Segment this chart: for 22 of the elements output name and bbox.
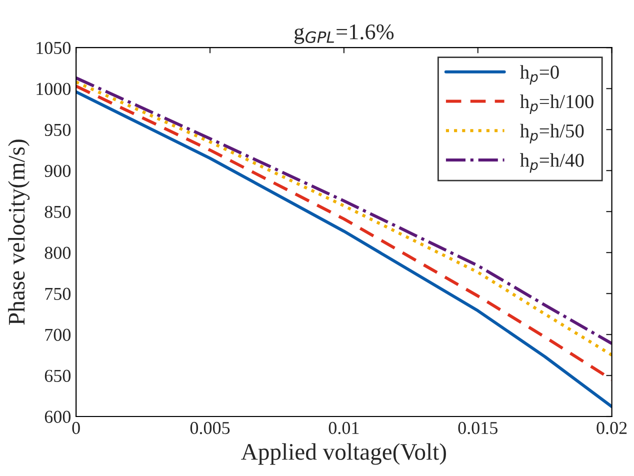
y-tick-label: 800 bbox=[44, 246, 71, 259]
x-tick-label: 0.015 bbox=[458, 422, 498, 434]
y-tick-label: 850 bbox=[44, 206, 71, 218]
y-tick-label: 950 bbox=[44, 124, 71, 136]
y-axis-title: Phase velocity(m/s) bbox=[8, 140, 30, 325]
y-tick-label: 650 bbox=[44, 370, 71, 382]
legend-label: h$_{p}$=h/100 bbox=[520, 94, 594, 114]
legend-label: h$_{p}$=0 bbox=[520, 65, 559, 85]
legend-label: h$_{p}$=h/40 bbox=[520, 153, 584, 173]
x-tick-label: 0.005 bbox=[190, 422, 230, 434]
y-tick-label: 750 bbox=[45, 288, 71, 300]
y-tick-label: 1050 bbox=[36, 42, 71, 54]
x-tick-label: 0.02 bbox=[596, 422, 627, 434]
x-axis-title: Applied voltage(Volt) bbox=[241, 443, 446, 465]
chart-title: g$_{GPL}$=1.6% bbox=[294, 24, 394, 44]
y-tick-label: 600 bbox=[44, 410, 71, 423]
y-tick-label: 1000 bbox=[36, 82, 71, 96]
legend-label: h$_{p}$=h/50 bbox=[520, 124, 584, 144]
y-tick-label: 700 bbox=[45, 328, 71, 341]
x-tick-label: 0.01 bbox=[328, 422, 359, 434]
x-tick-label: 0 bbox=[72, 422, 80, 434]
y-tick-label: 900 bbox=[44, 164, 71, 178]
